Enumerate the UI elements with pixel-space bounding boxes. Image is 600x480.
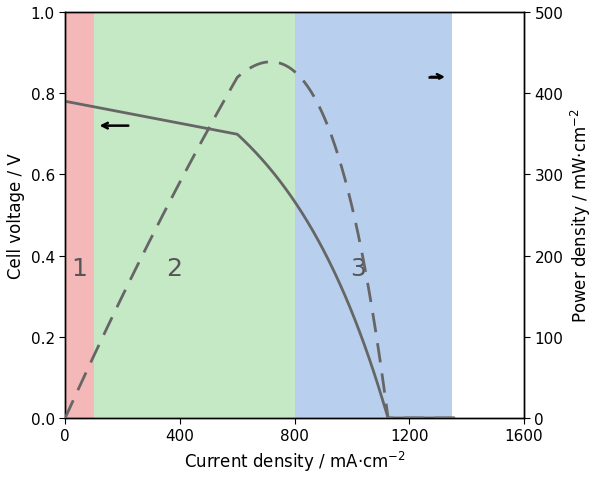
- Bar: [295, 13, 452, 418]
- Text: 1: 1: [71, 256, 88, 280]
- Bar: [94, 13, 295, 418]
- Bar: [65, 13, 94, 418]
- Y-axis label: Power density / mW·cm$^{-2}$: Power density / mW·cm$^{-2}$: [569, 108, 593, 323]
- Y-axis label: Cell voltage / V: Cell voltage / V: [7, 153, 25, 278]
- X-axis label: Current density / mA·cm$^{-2}$: Current density / mA·cm$^{-2}$: [184, 449, 406, 473]
- Text: 3: 3: [350, 256, 365, 280]
- Text: 2: 2: [166, 256, 182, 280]
